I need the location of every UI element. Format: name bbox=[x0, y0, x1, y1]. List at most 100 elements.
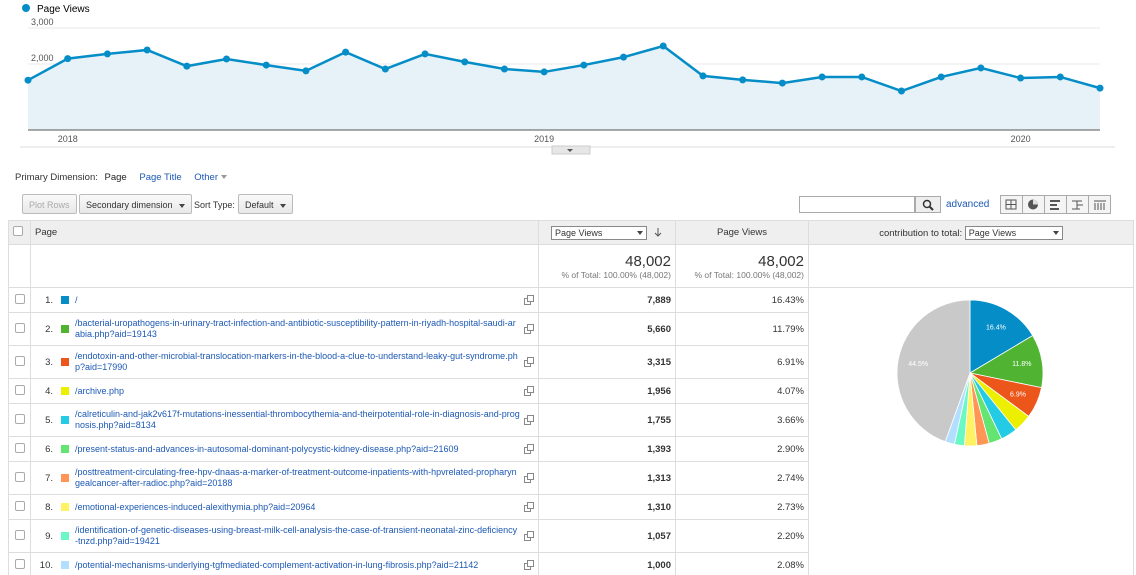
caret bbox=[221, 175, 228, 180]
page-cell: 4. /archive.php bbox=[30, 378, 539, 404]
checkbox-cell bbox=[8, 552, 31, 575]
sort-label: Sort Type: bbox=[194, 200, 235, 210]
caret bbox=[1052, 230, 1059, 235]
row-index: 5. bbox=[45, 414, 53, 426]
checkbox[interactable] bbox=[13, 226, 23, 236]
point bbox=[500, 65, 508, 73]
icon-part bbox=[527, 473, 534, 480]
share-cell: 2.90% bbox=[675, 436, 809, 462]
button-label: Default bbox=[245, 200, 274, 210]
checkbox-cell bbox=[8, 378, 31, 404]
point bbox=[977, 64, 985, 72]
page-link[interactable]: / bbox=[75, 294, 78, 305]
dimension-option[interactable]: Page Title bbox=[139, 172, 182, 183]
page-link[interactable]: /emotional-experiences-induced-alexithym… bbox=[75, 501, 316, 512]
table-row: 9. /identification-of-genetic-diseases-us… bbox=[8, 519, 1134, 553]
page-cell: 2. /bacterial-uropathogens-in-urinary-tra… bbox=[30, 312, 539, 346]
secondary-dimension-button[interactable]: Secondary dimension bbox=[79, 194, 192, 214]
header-metric[interactable]: Page Views bbox=[538, 220, 676, 245]
row-index: 9. bbox=[45, 530, 53, 542]
views-cell: 7,889 bbox=[538, 287, 676, 313]
views-cell: 1,310 bbox=[538, 494, 676, 520]
pie-slice bbox=[896, 299, 971, 443]
table-row: 1. / 7,889 16.43% 16.4% 11.8% 6.9% 44.5% bbox=[8, 287, 1134, 575]
row-color bbox=[61, 561, 69, 569]
row-color bbox=[61, 474, 69, 482]
share-cell: 2.08% bbox=[675, 552, 809, 575]
checkbox[interactable] bbox=[14, 500, 25, 511]
point bbox=[540, 68, 548, 76]
page-link[interactable]: /present-status-and-advances-in-autosoma… bbox=[75, 443, 459, 454]
header-contribution: contribution to total: Page Views bbox=[808, 220, 1134, 245]
checkbox[interactable] bbox=[14, 413, 25, 424]
share-cell: 2.73% bbox=[675, 494, 809, 520]
page-wrap: 1. / bbox=[35, 295, 534, 306]
page-link[interactable]: /endotoxin-and-other-microbial-transloca… bbox=[75, 351, 518, 372]
share-cell: 11.79% bbox=[675, 312, 809, 346]
checkbox[interactable] bbox=[14, 293, 25, 304]
page-link[interactable]: /archive.php bbox=[75, 385, 125, 396]
metric-select[interactable]: Page Views bbox=[551, 225, 647, 240]
table-row: 4. /archive.php 1,956 4.07% bbox=[8, 378, 1134, 404]
checkbox[interactable] bbox=[14, 355, 25, 366]
row-color bbox=[61, 445, 69, 453]
row-color bbox=[61, 416, 69, 424]
cell bbox=[808, 244, 1134, 288]
dimension-option[interactable]: Page bbox=[104, 172, 127, 183]
page-wrap: 7. /posttreatment-circulating-free-hpv-dn… bbox=[35, 467, 534, 489]
views-cell: 5,660 bbox=[538, 312, 676, 346]
popout-icon[interactable] bbox=[524, 295, 534, 305]
checkbox[interactable] bbox=[14, 322, 25, 333]
advanced-link[interactable]: advanced bbox=[946, 199, 990, 210]
checkbox[interactable] bbox=[14, 471, 25, 482]
checkbox[interactable] bbox=[14, 384, 25, 395]
popout-icon[interactable] bbox=[524, 386, 534, 396]
total-value: 48,002 bbox=[625, 252, 671, 270]
page-link[interactable]: /posttreatment-circulating-free-hpv-dnaa… bbox=[75, 467, 517, 488]
search-input[interactable] bbox=[799, 196, 915, 213]
view-switcher[interactable] bbox=[1000, 195, 1112, 214]
select-label: Page Views bbox=[555, 227, 603, 238]
point bbox=[897, 87, 905, 95]
point bbox=[262, 61, 270, 69]
slice-label: 6.9% bbox=[1010, 391, 1026, 398]
contribution-select[interactable]: Page Views bbox=[964, 225, 1063, 240]
page-link[interactable]: /bacterial-uropathogens-in-urinary-tract… bbox=[75, 318, 516, 339]
header-page[interactable]: Page bbox=[30, 220, 539, 245]
checkbox[interactable] bbox=[14, 558, 25, 569]
point bbox=[937, 73, 945, 81]
plot-rows-button[interactable]: Plot Rows bbox=[22, 194, 77, 214]
popout-icon[interactable] bbox=[524, 473, 534, 483]
point bbox=[778, 79, 786, 87]
checkbox-cell bbox=[8, 403, 31, 437]
row-index: 7. bbox=[45, 472, 53, 484]
page-cell: 7. /posttreatment-circulating-free-hpv-dn… bbox=[30, 461, 539, 495]
checkbox[interactable] bbox=[14, 442, 25, 453]
popout-icon[interactable] bbox=[524, 560, 534, 570]
y-tick-label: 3,000 bbox=[31, 17, 54, 27]
page-link[interactable]: /calreticulin-and-jak2v617f-mutations-in… bbox=[75, 409, 520, 430]
button-label: Secondary dimension bbox=[86, 200, 173, 210]
page-link[interactable]: /identification-of-genetic-diseases-usin… bbox=[75, 525, 518, 546]
popout-icon[interactable] bbox=[524, 357, 534, 367]
row-index: 4. bbox=[45, 385, 53, 397]
popout-icon[interactable] bbox=[524, 415, 534, 425]
popout-icon[interactable] bbox=[524, 502, 534, 512]
popout-icon[interactable] bbox=[524, 531, 534, 541]
sort-button[interactable]: Default bbox=[238, 194, 293, 214]
popout-icon[interactable] bbox=[524, 324, 534, 334]
dimension-option[interactable]: Other bbox=[194, 172, 219, 183]
legend-label[interactable]: Page Views bbox=[37, 4, 90, 15]
point bbox=[421, 50, 429, 58]
checkbox[interactable] bbox=[14, 529, 25, 540]
page-link[interactable]: /potential-mechanisms-underlying-tgfmedi… bbox=[75, 559, 479, 570]
sort-arrow bbox=[654, 228, 662, 238]
point bbox=[580, 61, 588, 69]
popout-icon[interactable] bbox=[524, 444, 534, 454]
search-button[interactable] bbox=[915, 196, 941, 213]
share-cell: 2.74% bbox=[675, 461, 809, 495]
page-cell: 1. / bbox=[30, 287, 539, 313]
legend-marker bbox=[22, 4, 30, 12]
x-tick-label: 2018 bbox=[58, 134, 78, 144]
